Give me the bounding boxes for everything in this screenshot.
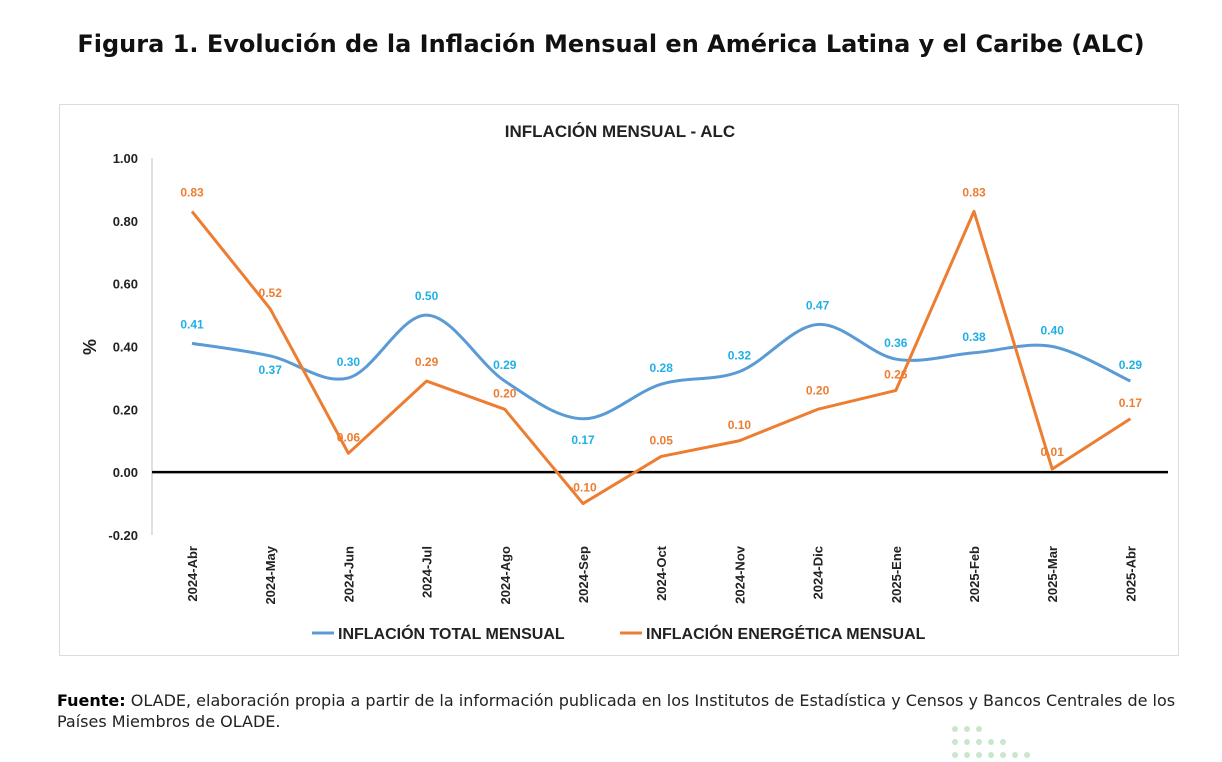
x-tick-label: 2024-Ago xyxy=(498,546,513,605)
x-tick-label: 2024-Oct xyxy=(654,545,669,601)
data-label: 0.36 xyxy=(884,336,908,350)
decorative-dot xyxy=(1012,752,1018,758)
decorative-dot xyxy=(988,752,994,758)
data-label: 0.10 xyxy=(728,418,752,432)
decorative-dot xyxy=(964,752,970,758)
x-tick-label: 2024-May xyxy=(263,545,278,604)
y-tick-label: 0.80 xyxy=(113,214,138,229)
data-label: 0.50 xyxy=(415,289,439,303)
source-label: Fuente: xyxy=(57,691,126,710)
decorative-dot xyxy=(1000,752,1006,758)
x-tick-label: 2025-Abr xyxy=(1123,546,1138,602)
legend-label: INFLACIÓN ENERGÉTICA MENSUAL xyxy=(646,624,926,643)
x-tick-label: 2025-Mar xyxy=(1045,546,1060,602)
x-tick-label: 2024-Abr xyxy=(185,546,200,602)
chart-title: INFLACIÓN MENSUAL - ALC xyxy=(505,122,735,141)
data-label: 0.83 xyxy=(962,185,986,199)
data-label: 0.37 xyxy=(259,363,283,377)
x-tick-label: 2024-Jul xyxy=(420,546,435,598)
data-label: -0.10 xyxy=(569,481,597,495)
source-text: OLADE, elaboración propia a partir de la… xyxy=(57,691,1176,731)
data-label: 0.38 xyxy=(962,330,986,344)
x-tick-label: 2024-Dic xyxy=(811,546,826,599)
data-label: 0.30 xyxy=(337,355,361,369)
data-label: 0.17 xyxy=(1119,396,1143,410)
x-tick-label: 2025-Ene xyxy=(889,546,904,603)
decorative-dot xyxy=(976,739,982,745)
data-label: 0.52 xyxy=(259,286,283,300)
x-tick-label: 2024-Jun xyxy=(341,546,356,602)
decorative-dot xyxy=(952,739,958,745)
data-label: 0.01 xyxy=(1041,445,1065,459)
y-tick-label: 0.60 xyxy=(113,277,138,292)
decorative-dot xyxy=(988,739,994,745)
data-label: 0.29 xyxy=(493,358,517,372)
data-label: 0.26 xyxy=(884,367,908,381)
y-tick-label: 0.20 xyxy=(113,402,138,417)
decorative-dot xyxy=(1000,739,1006,745)
axes: 1.00 0.80 0.60 0.40 0.20 0.00 -0.20 2024-Abr 202… xyxy=(108,151,1168,605)
decorative-dot xyxy=(964,726,970,732)
y-tick-label: 0.40 xyxy=(113,340,138,355)
decorative-dot xyxy=(1024,752,1030,758)
data-label: 0.28 xyxy=(650,361,674,375)
figure-title: Figura 1. Evolución de la Inflación Mens… xyxy=(77,30,1145,58)
data-labels: 0.41 0.37 0.30 0.50 0.29 0.17 0.28 0.32 0.47 0.36… xyxy=(180,185,1142,494)
x-tick-label: 2024-Nov xyxy=(732,545,747,604)
data-label: 0.29 xyxy=(1119,358,1143,372)
series-line-energetica xyxy=(190,209,1132,506)
x-tick-label: 2025-Feb xyxy=(967,546,982,602)
data-label: 0.29 xyxy=(415,355,439,369)
y-tick-label: -0.20 xyxy=(108,528,138,543)
data-label: 0.40 xyxy=(1041,324,1065,338)
data-label: 0.17 xyxy=(571,433,595,447)
decorative-dot xyxy=(952,752,958,758)
y-tick-label: 1.00 xyxy=(113,151,138,166)
legend: INFLACIÓN TOTAL MENSUAL INFLACIÓN ENERGÉT… xyxy=(312,624,926,643)
line-chart: INFLACIÓN MENSUAL - ALC % 1.00 0.80 0.60 0.… xyxy=(80,122,1168,643)
series-line-total xyxy=(191,313,1132,421)
decorative-dot xyxy=(964,739,970,745)
series-lines xyxy=(190,209,1132,506)
data-label: 0.05 xyxy=(650,433,674,447)
data-label: 0.41 xyxy=(180,317,204,331)
decorative-dot xyxy=(976,726,982,732)
x-tick-label: 2024-Sep xyxy=(576,546,591,603)
legend-label: INFLACIÓN TOTAL MENSUAL xyxy=(338,624,565,643)
y-axis-label: % xyxy=(80,339,100,355)
data-label: 0.20 xyxy=(493,386,517,400)
data-label: 0.32 xyxy=(728,349,752,363)
y-tick-label: 0.00 xyxy=(113,465,138,480)
decorative-dot xyxy=(976,752,982,758)
data-label: 0.47 xyxy=(806,299,830,313)
data-label: 0.83 xyxy=(180,185,204,199)
chart-frame: INFLACIÓN MENSUAL - ALC % 1.00 0.80 0.60 0.… xyxy=(59,104,1179,656)
data-label: 0.06 xyxy=(337,430,361,444)
decorative-dot xyxy=(952,726,958,732)
source-note: Fuente: OLADE, elaboración propia a part… xyxy=(57,690,1197,732)
data-label: 0.20 xyxy=(806,383,830,397)
